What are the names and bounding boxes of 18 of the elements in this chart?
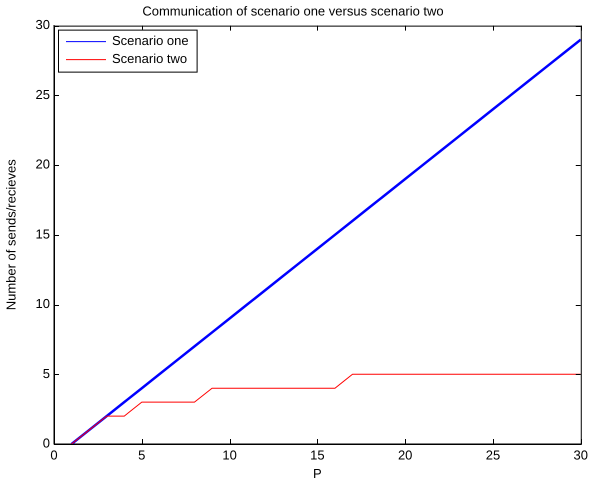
y-axis-title: Number of sends/recieves [3, 158, 18, 310]
x-tick-label: 20 [398, 447, 412, 462]
x-tick-label: 30 [574, 447, 588, 462]
y-tick-label: 20 [36, 156, 50, 172]
x-tick-label: 15 [310, 447, 325, 462]
x-tick-label: 25 [486, 447, 500, 462]
legend-label: Scenario two [112, 51, 188, 66]
y-tick-label: 10 [36, 296, 50, 312]
x-tick-label: 10 [222, 447, 237, 462]
chart-title: Communication of scenario one versus scenario two [142, 3, 444, 18]
y-tick-label: 5 [42, 366, 50, 381]
y-tick-label: 0 [42, 436, 50, 451]
y-tick-label: 15 [36, 226, 50, 242]
x-tick-label: 5 [138, 447, 146, 462]
y-tick-label: 25 [36, 86, 50, 102]
x-axis-title: P [313, 466, 322, 481]
y-tick-label: 30 [36, 17, 50, 32]
legend-label: Scenario one [112, 33, 189, 48]
